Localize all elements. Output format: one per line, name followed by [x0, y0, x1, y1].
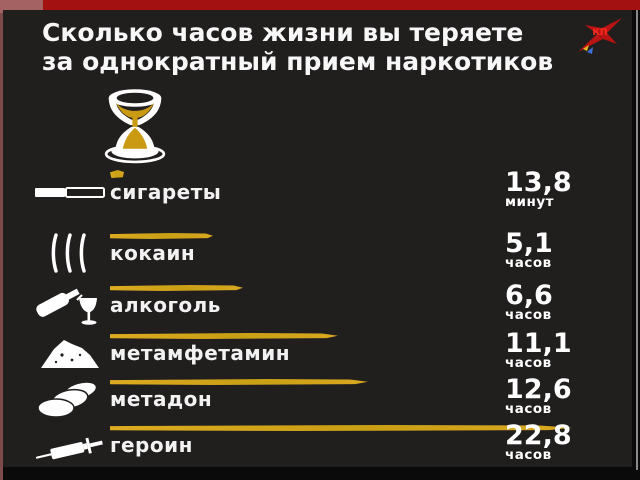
value-bar	[110, 333, 338, 339]
value-bar	[110, 379, 368, 385]
title-line-2: за однократный прием наркотиков	[42, 47, 554, 76]
time-unit: часов	[505, 307, 552, 323]
pills-icon	[33, 379, 107, 419]
value-bar	[110, 170, 124, 178]
time-unit: часов	[505, 255, 552, 271]
time-value: 11,1	[505, 328, 572, 359]
value-box: 11,1 часов	[505, 328, 572, 371]
cigarette-icon	[33, 172, 107, 212]
kp-logo-text: КП	[593, 28, 608, 38]
table-row: метадон 12,6 часов	[3, 374, 632, 429]
table-row: алкоголь 6,6 часов	[3, 280, 632, 335]
syringe-icon	[33, 425, 107, 465]
drug-label: героин	[110, 433, 193, 457]
bottle-glass-icon	[33, 285, 107, 325]
drug-label: метадон	[110, 387, 213, 411]
powder-pile-icon	[33, 333, 107, 373]
table-row: метамфетамин 11,1 часов	[3, 328, 632, 383]
kp-star-logo: КП	[578, 18, 622, 54]
table-row: кокаин 5,1 часов	[3, 228, 632, 283]
drug-label: алкоголь	[110, 293, 221, 317]
page-title: Сколько часов жизни вы теряете за однокр…	[42, 18, 553, 76]
value-box: 22,8 часов	[505, 420, 572, 463]
value-box: 6,6 часов	[505, 280, 553, 323]
time-value: 6,6	[505, 280, 553, 311]
value-box: 13,8 минут	[505, 167, 572, 210]
left-red-strip	[0, 13, 3, 480]
table-row: сигареты 13,8 минут	[3, 167, 632, 222]
top-red-band	[0, 0, 640, 10]
time-value: 5,1	[505, 228, 553, 259]
drug-label: сигареты	[110, 180, 222, 204]
time-value: 12,6	[505, 374, 572, 405]
table-row: героин 22,8 часов	[3, 420, 632, 475]
drug-label: метамфетамин	[110, 341, 291, 365]
title-line-1: Сколько часов жизни вы теряете	[42, 18, 524, 47]
drug-label: кокаин	[110, 241, 196, 265]
top-left-red-block	[0, 0, 43, 13]
time-unit: минут	[505, 194, 554, 210]
time-value: 13,8	[505, 167, 572, 198]
value-bar	[110, 285, 243, 291]
value-box: 12,6 часов	[505, 374, 572, 417]
value-bar	[110, 425, 572, 431]
time-unit: часов	[505, 447, 552, 463]
time-value: 22,8	[505, 420, 572, 451]
cocaine-lines-icon	[33, 233, 107, 273]
time-unit: часов	[505, 401, 552, 417]
value-box: 5,1 часов	[505, 228, 553, 271]
time-unit: часов	[505, 355, 552, 371]
hourglass-icon	[104, 89, 166, 164]
value-bar	[110, 233, 213, 239]
content-panel: Сколько часов жизни вы теряете за однокр…	[3, 10, 632, 467]
right-edge-line	[636, 10, 638, 470]
